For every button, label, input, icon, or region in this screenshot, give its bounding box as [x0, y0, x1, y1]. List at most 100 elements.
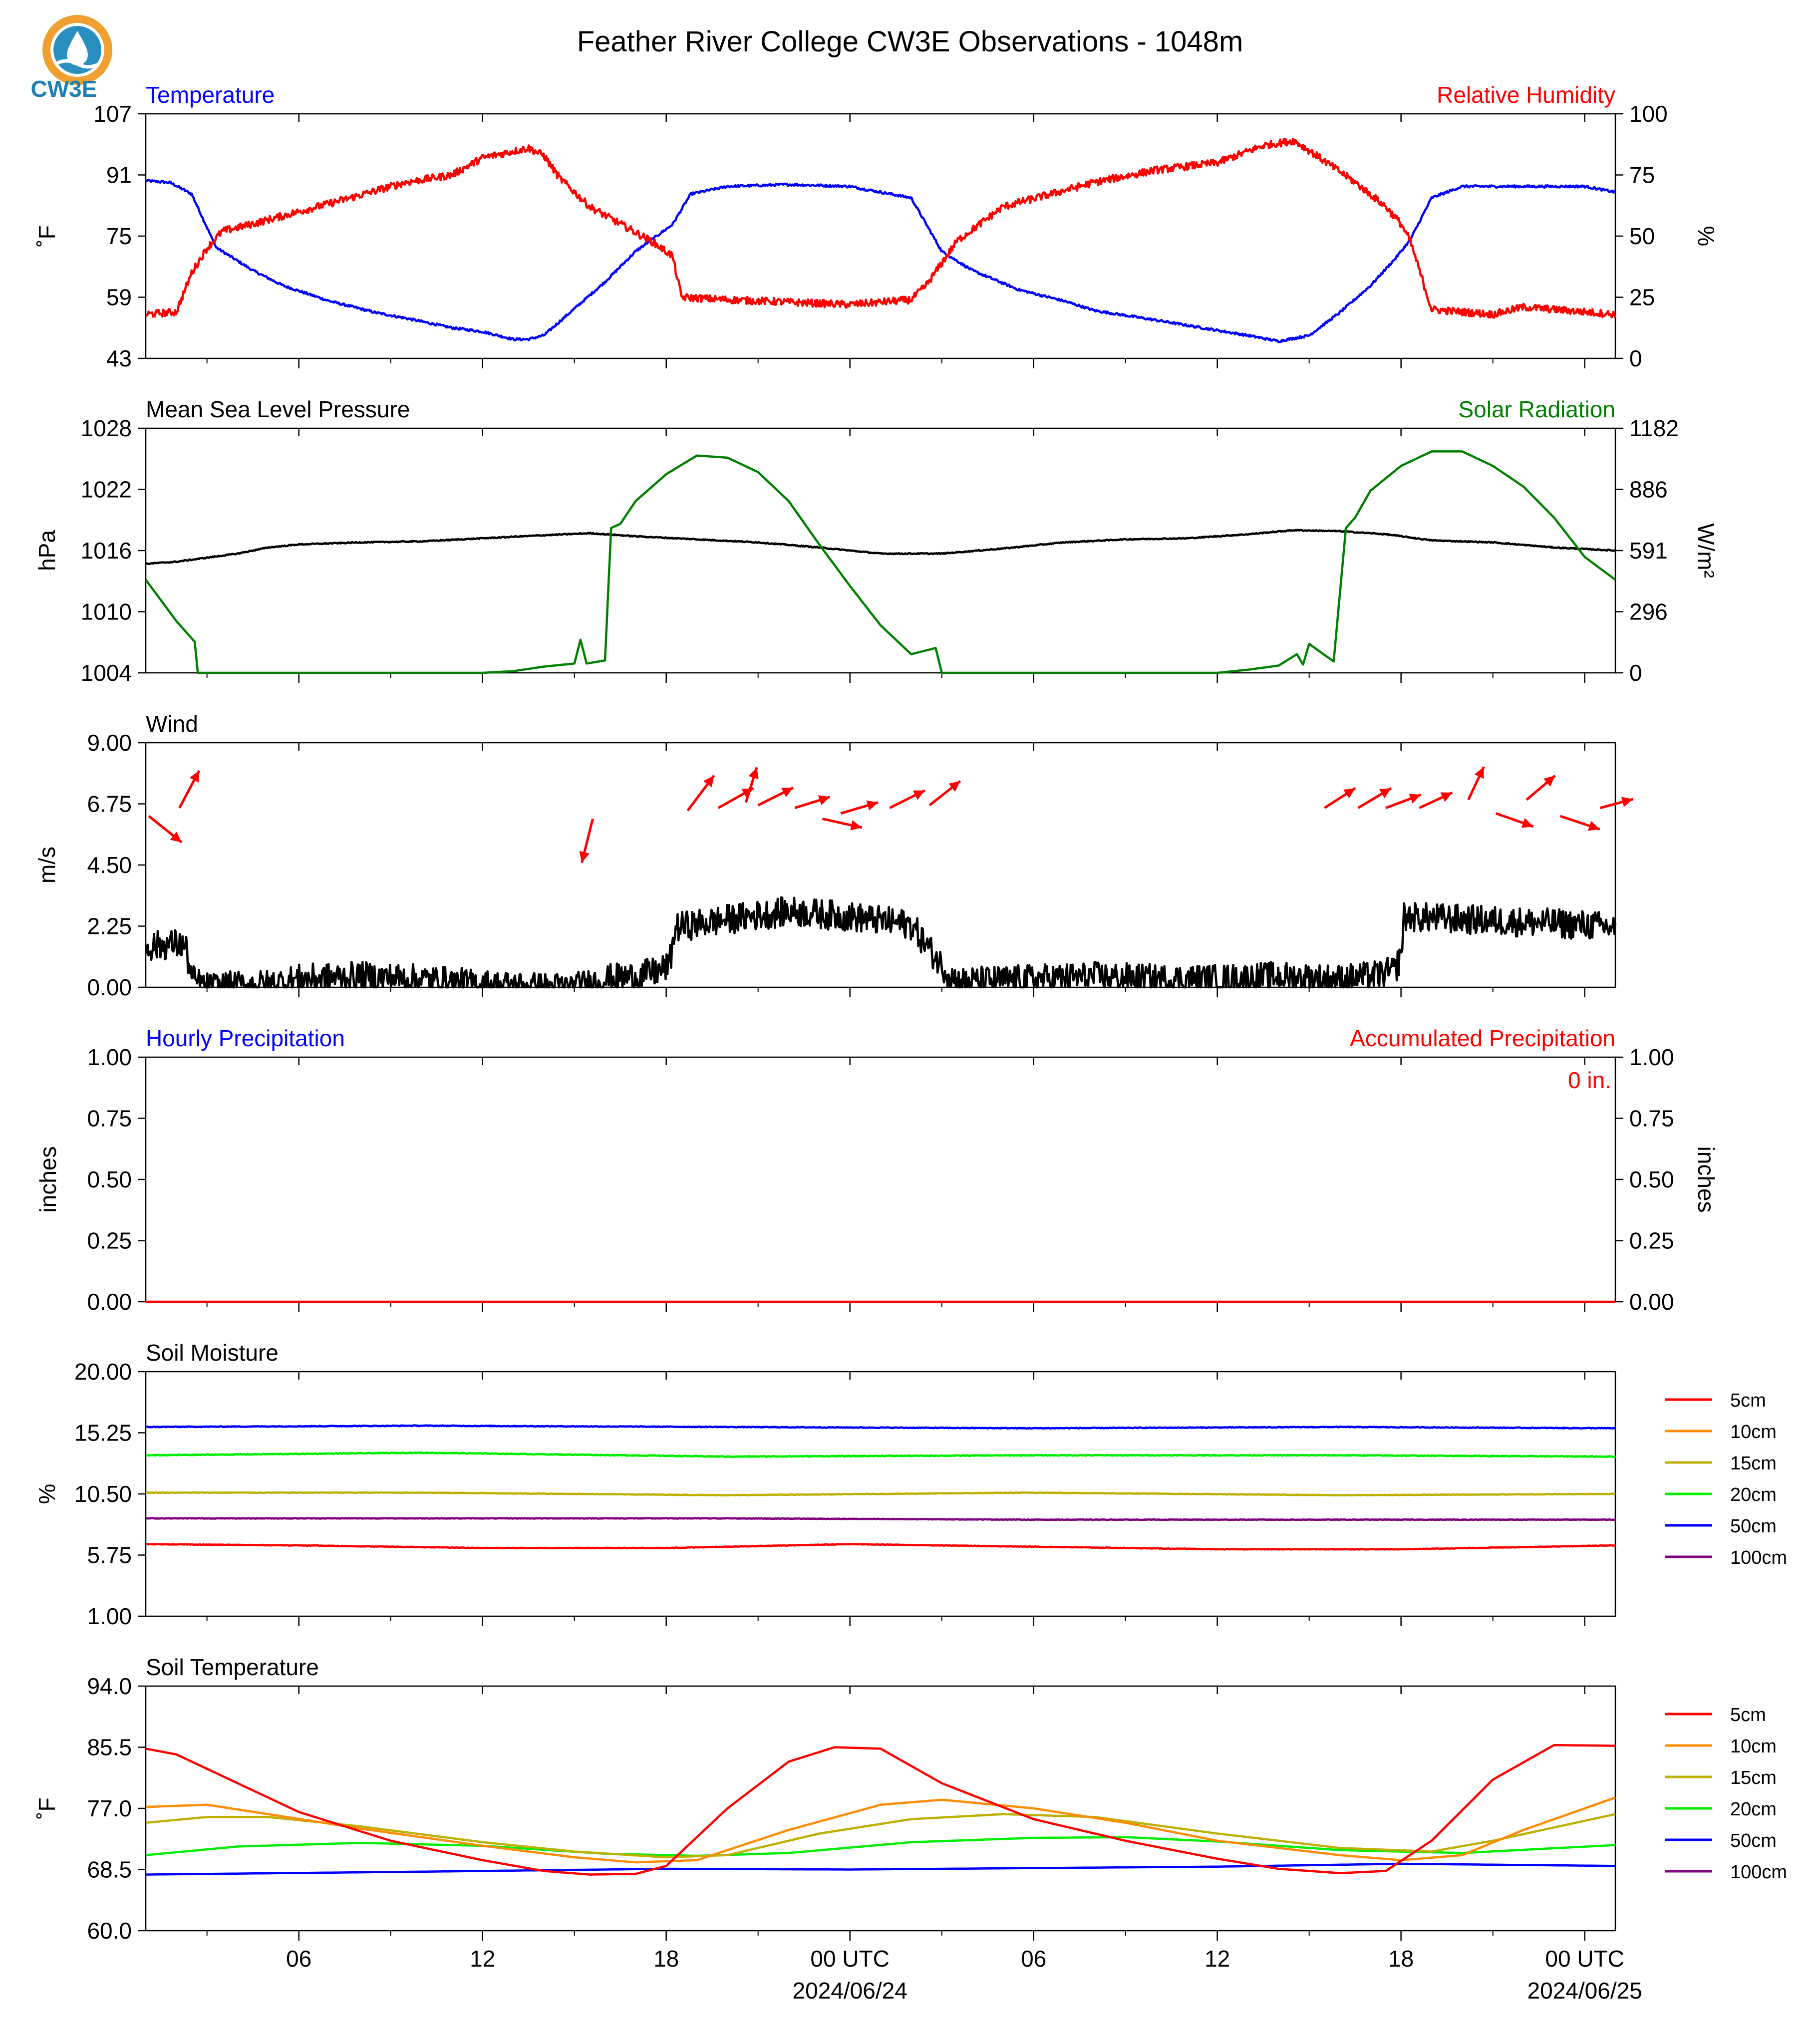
wind-arrow-head — [189, 770, 200, 783]
legend-label: 100cm — [1730, 1547, 1787, 1568]
y-tick-label: 2.25 — [87, 913, 132, 939]
y-tick-label: 1016 — [81, 538, 132, 564]
wind-arrow-head — [1521, 818, 1533, 828]
panel-title-left: Soil Temperature — [146, 1654, 319, 1680]
wind-arrow-head — [850, 820, 862, 831]
y-tick-label-right: 50 — [1629, 223, 1655, 249]
y-tick-label-right: 0.50 — [1629, 1166, 1674, 1192]
y-tick-label-right: 1.00 — [1629, 1044, 1674, 1070]
y-axis-label: hPa — [34, 530, 60, 571]
panel-title-right: Relative Humidity — [1437, 82, 1615, 108]
series-line-0000ff — [145, 178, 1616, 343]
series-line-5cm — [145, 1743, 1615, 1876]
y-tick-label: 107 — [93, 101, 132, 127]
precip-total-annotation: 0 in. — [1568, 1067, 1611, 1093]
panels-group: Temperature Relative Humidity 107 91 75 59 43 1… — [34, 82, 1787, 2004]
wind-arrow-head — [703, 775, 714, 788]
panel-title-right: Solar Radiation — [1458, 396, 1615, 422]
y-tick-label-right: 1182 — [1629, 415, 1679, 441]
x-date-label: 2024/06/24 — [793, 1978, 908, 2004]
y-tick-label-right: 100 — [1629, 101, 1668, 127]
panel-soil-moisture: Soil Moisture 20.00 15.25 10.50 5.75 1.00% 5cm… — [34, 1340, 1787, 1629]
y-axis-label: ˚F — [34, 1797, 60, 1819]
y-tick-label: 9.00 — [87, 730, 132, 756]
y-tick-label: 0.25 — [87, 1228, 132, 1254]
legend: 5cm 10cm 15cm 20cm 50cm 100cm — [1665, 1705, 1787, 1883]
y-tick-label: 60.0 — [87, 1918, 132, 1944]
panel-soil-temp: Soil Temperature 94.0 85.5 77.0 68.5 60.0 ˚F 5c… — [34, 1654, 1787, 1944]
x-tick-label: 00 UTC — [810, 1946, 889, 1972]
series-line-ff0000 — [145, 138, 1617, 319]
y-tick-label: 91 — [106, 162, 132, 188]
x-tick-label: 00 UTC — [1545, 1946, 1624, 1972]
series-line-15cm — [145, 1491, 1616, 1497]
wind-arrow-head — [1409, 794, 1421, 804]
y-tick-label-right: 591 — [1629, 538, 1668, 564]
x-tick-label: 12 — [470, 1946, 495, 1972]
y-tick-label: 1010 — [81, 599, 132, 625]
y-tick-label: 1.00 — [87, 1044, 132, 1070]
x-tick-label: 06 — [1021, 1946, 1046, 1972]
legend-label: 5cm — [1730, 1705, 1766, 1726]
wind-arrow-head — [1543, 775, 1555, 787]
y-tick-label: 68.5 — [87, 1857, 132, 1883]
panel-title-left: Soil Moisture — [146, 1340, 279, 1366]
legend-label: 15cm — [1730, 1453, 1777, 1474]
wind-arrows — [148, 766, 1633, 864]
y-tick-label: 6.75 — [87, 791, 132, 817]
y-tick-label-right: 0.25 — [1629, 1228, 1674, 1254]
y-tick-label: 1.00 — [87, 1603, 132, 1629]
cw3e-logo: CW3E — [31, 15, 112, 102]
legend-label: 10cm — [1730, 1736, 1777, 1757]
y-tick-label: 59 — [106, 285, 132, 310]
series-line-10cm — [145, 1796, 1616, 1864]
legend-label: 10cm — [1730, 1422, 1777, 1443]
y-tick-label: 85.5 — [87, 1735, 132, 1760]
y-tick-label: 0.75 — [87, 1106, 132, 1132]
panel-title-left: Mean Sea Level Pressure — [146, 396, 410, 422]
logo-wave-icon — [55, 59, 100, 69]
legend-label: 20cm — [1730, 1799, 1777, 1820]
y-tick-label: 1022 — [81, 477, 132, 503]
wind-arrow-head — [579, 851, 590, 863]
y-axis-label-right: W/m² — [1693, 523, 1719, 578]
panel-wind: Wind 9.00 6.75 4.50 2.25 0.00 m/s — [34, 711, 1633, 1000]
y-tick-label-right: 0 — [1629, 345, 1642, 371]
series-line-100cm — [145, 1517, 1616, 1521]
series-line-15cm — [145, 1813, 1616, 1859]
x-tick-label: 06 — [286, 1946, 311, 1972]
series-line-20cm — [145, 1451, 1616, 1458]
x-tick-label: 18 — [653, 1946, 679, 1972]
y-tick-label-right: 25 — [1629, 285, 1655, 310]
y-tick-label-right: 0.00 — [1629, 1289, 1674, 1315]
y-tick-label: 1004 — [81, 660, 132, 686]
y-axis-label-right: % — [1693, 226, 1719, 247]
y-tick-label: 0.50 — [87, 1166, 132, 1192]
y-axis-label: % — [34, 1484, 60, 1504]
wind-arrow-head — [1474, 767, 1484, 779]
wind-arrow-head — [818, 795, 830, 806]
series-line-50cm — [146, 1862, 1615, 1876]
logo-ring — [42, 15, 112, 85]
logo-drop-icon — [67, 31, 88, 65]
x-axis-labels: 06 12 18 00 UTC 06 12 18 00 UTC 2024/06/24 2024/0… — [286, 1946, 1642, 2004]
legend-label: 100cm — [1730, 1862, 1787, 1883]
y-tick-label: 0.00 — [87, 1289, 132, 1315]
y-tick-label: 20.00 — [74, 1359, 132, 1385]
y-tick-label: 5.75 — [87, 1542, 132, 1568]
legend-label: 15cm — [1730, 1767, 1777, 1788]
wind-arrow-head — [1343, 788, 1355, 799]
y-axis-label: inches — [35, 1147, 61, 1213]
wind-arrow-head — [1379, 788, 1391, 799]
y-tick-label: 94.0 — [87, 1673, 132, 1699]
y-tick-label: 77.0 — [87, 1795, 132, 1821]
y-tick-label: 1028 — [81, 415, 132, 441]
series-line-008000 — [145, 450, 1616, 674]
x-tick-label: 18 — [1388, 1946, 1414, 1972]
panel-title-right: Accumulated Precipitation — [1350, 1025, 1615, 1051]
panel-title-left: Wind — [146, 711, 198, 737]
y-tick-label-right: 0 — [1629, 660, 1642, 686]
legend-label: 50cm — [1730, 1830, 1777, 1851]
legend-label: 50cm — [1730, 1516, 1777, 1537]
series-line-5cm — [145, 1542, 1616, 1551]
